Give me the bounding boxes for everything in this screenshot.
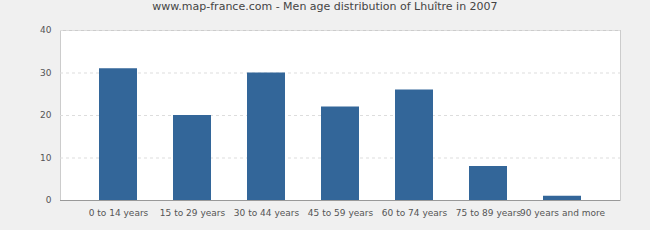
svg-text:10: 10: [40, 153, 52, 163]
svg-text:90 years and more: 90 years and more: [520, 208, 606, 218]
svg-text:0: 0: [46, 195, 52, 205]
svg-text:30: 30: [40, 68, 52, 78]
svg-text:40: 40: [40, 25, 52, 35]
svg-text:15 to 29 years: 15 to 29 years: [160, 208, 226, 218]
html-text:www.map-france.com - Men age d: www.map-france.com - Men age distributio…: [152, 0, 498, 13]
svg-text:45 to 59 years: 45 to 59 years: [308, 208, 374, 218]
svg-text:0 to 14 years: 0 to 14 years: [89, 208, 149, 218]
svg-text:30 to 44 years: 30 to 44 years: [234, 208, 300, 218]
svg-text:75 to 89 years: 75 to 89 years: [456, 208, 522, 218]
svg-text:20: 20: [40, 110, 52, 120]
svg-text:60 to 74 years: 60 to 74 years: [382, 208, 448, 218]
